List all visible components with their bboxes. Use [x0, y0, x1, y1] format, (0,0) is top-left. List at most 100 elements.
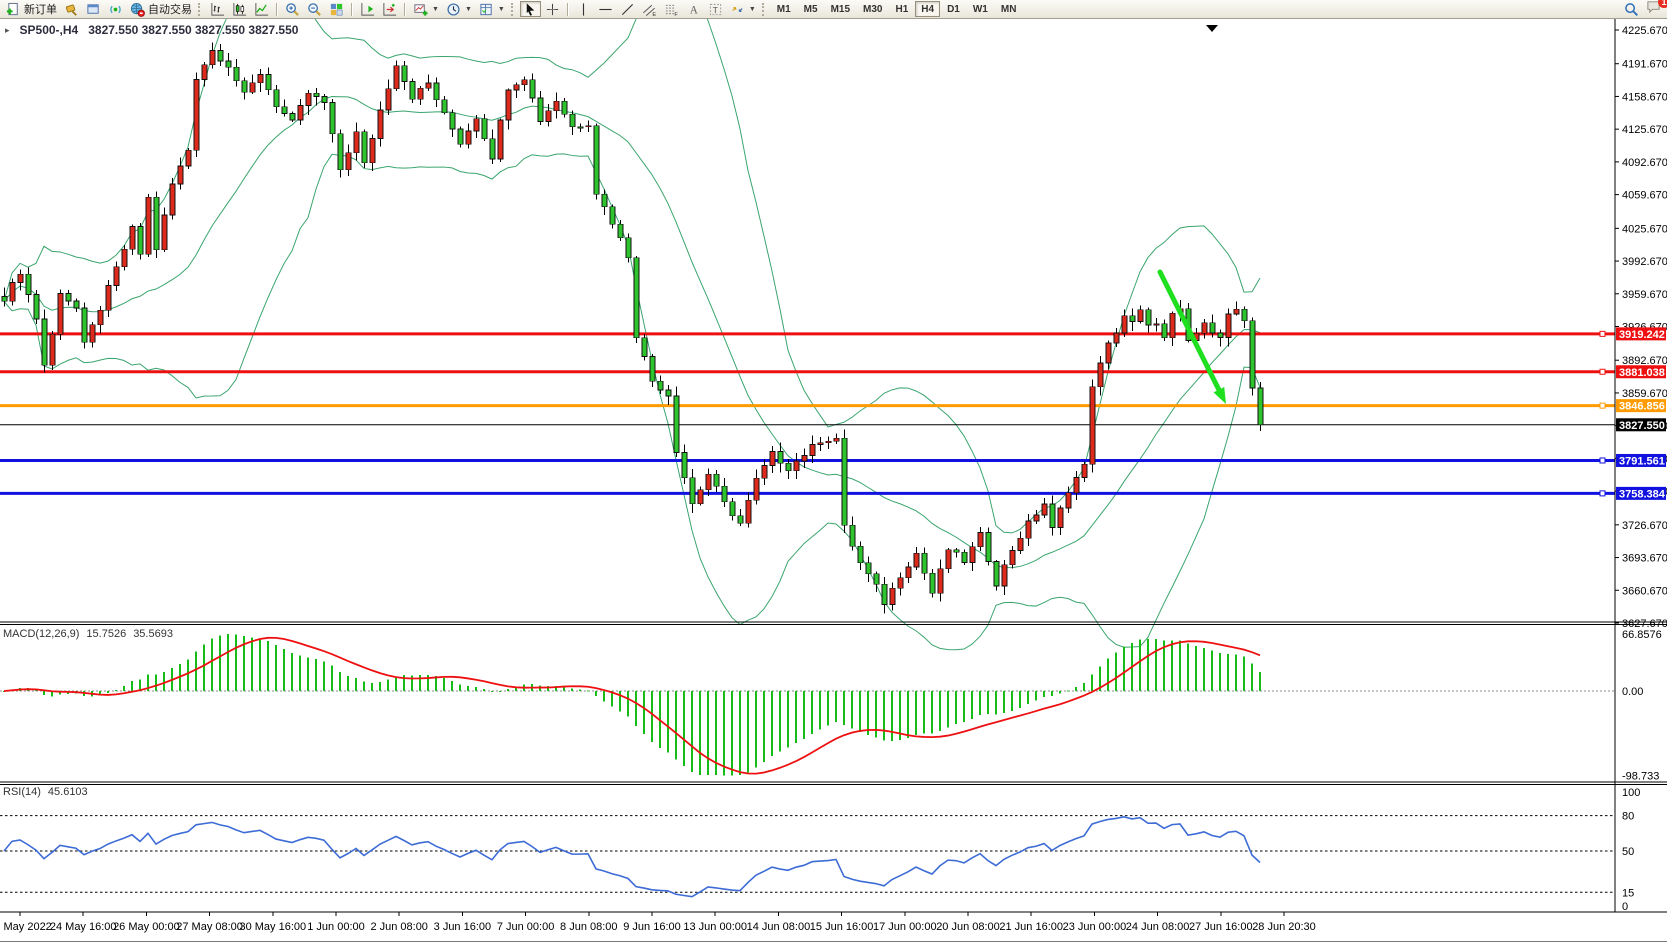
svg-text:-98.733: -98.733 — [1622, 770, 1659, 782]
timeframe-h1-button[interactable]: H1 — [889, 1, 914, 17]
vertical-line-icon — [582, 2, 584, 16]
candle-body — [529, 79, 536, 99]
candle-body — [73, 300, 80, 309]
candlestick-type-button[interactable] — [229, 1, 250, 17]
svg-text:100: 100 — [1622, 787, 1640, 799]
chart-plot[interactable]: 4225.670 4191.670 4158.670 4125.670 4092.670… — [0, 19, 1667, 943]
market-watch-button[interactable] — [61, 1, 82, 17]
candle-body — [913, 552, 920, 568]
candle-body — [385, 88, 392, 111]
horizontal-line-tool-button[interactable] — [595, 1, 616, 17]
candle-body — [1225, 313, 1232, 338]
candle-body — [425, 82, 432, 89]
candle-body — [481, 118, 488, 140]
fibonacci-tool-button[interactable]: F — [661, 1, 682, 17]
chart-shift-button[interactable] — [379, 1, 400, 17]
templates-button[interactable]: ▼ — [476, 1, 508, 17]
crosshair-tool-button[interactable] — [542, 1, 563, 17]
search-button[interactable] — [1621, 1, 1642, 17]
candle-body — [737, 515, 744, 524]
text-icon: A — [690, 4, 699, 16]
trendline-icon — [621, 3, 633, 15]
timeframe-m30-button[interactable]: M30 — [857, 1, 888, 17]
tile-windows-button[interactable] — [326, 1, 347, 17]
candle-body — [881, 583, 888, 605]
candle-body — [473, 118, 480, 132]
toolbar: 新订单 自动交易 — [0, 0, 1667, 19]
candle-body — [1001, 564, 1008, 587]
auto-scroll-button[interactable] — [357, 1, 378, 17]
svg-text:4191.670: 4191.670 — [1622, 59, 1667, 71]
candle-body — [961, 551, 968, 563]
horizontal-lines[interactable] — [0, 330, 1615, 497]
candle-body — [257, 74, 264, 84]
rsi-panel[interactable]: 100 80 50 15 0 — [0, 787, 1640, 913]
cursor-tool-button[interactable] — [519, 1, 541, 17]
trend-arrow-annotation[interactable] — [1157, 269, 1227, 405]
candle-body — [241, 80, 248, 93]
trendline-tool-button[interactable] — [617, 1, 638, 17]
svg-text:4092.670: 4092.670 — [1622, 157, 1667, 169]
candle-body — [1073, 477, 1080, 494]
candle-body — [297, 105, 304, 121]
candle-body — [185, 149, 192, 167]
toolbar-separator — [276, 2, 278, 16]
candle-body — [761, 465, 768, 479]
periods-button[interactable]: ▼ — [443, 1, 475, 17]
dropdown-arrow-icon: ▼ — [432, 5, 439, 13]
shapes-tool-button[interactable]: ▼ — [727, 1, 759, 17]
candle-body — [817, 442, 824, 445]
signals-button[interactable] — [105, 1, 126, 17]
zoom-in-button[interactable] — [282, 1, 303, 17]
candle-body — [785, 462, 792, 471]
chart-play-icon — [361, 2, 375, 16]
candle-body — [1121, 315, 1128, 334]
candle-body — [809, 444, 816, 456]
candle-body — [1, 296, 8, 302]
candle-body — [1169, 312, 1176, 339]
zoom-out-button[interactable] — [304, 1, 325, 17]
svg-text:15 Jun 16:00: 15 Jun 16:00 — [810, 921, 874, 933]
new-order-button[interactable]: 新订单 — [3, 1, 60, 17]
document-plus-icon — [6, 2, 18, 15]
candle-body — [905, 566, 912, 579]
svg-text:0.00: 0.00 — [1622, 686, 1643, 698]
timeframe-m5-button[interactable]: M5 — [798, 1, 824, 17]
svg-text:1 Jun 00:00: 1 Jun 00:00 — [307, 921, 365, 933]
candle-body — [945, 549, 952, 569]
navigator-button[interactable] — [83, 1, 104, 17]
candle-body — [1033, 514, 1040, 522]
candle-body — [705, 473, 712, 490]
timeframe-m15-button[interactable]: M15 — [825, 1, 856, 17]
indicators-button[interactable]: ▼ — [410, 1, 442, 17]
channel-tool-button[interactable]: E — [639, 1, 660, 17]
candle-body — [537, 97, 544, 122]
text-tool-button[interactable]: A — [683, 1, 704, 17]
timeframe-d1-button[interactable]: D1 — [941, 1, 966, 17]
toolbar-separator — [351, 2, 353, 16]
label-tool-button[interactable]: T — [705, 1, 726, 17]
candle-body — [697, 489, 704, 505]
vertical-line-tool-button[interactable] — [573, 1, 594, 17]
svg-text:8 Jun 08:00: 8 Jun 08:00 — [560, 921, 618, 933]
candle-body — [569, 113, 576, 128]
autotrade-button[interactable]: 自动交易 — [127, 1, 195, 17]
svg-text:24 May 16:00: 24 May 16:00 — [50, 921, 117, 933]
magnifier-icon — [1625, 2, 1638, 16]
notification-badge[interactable]: 1 — [1658, 0, 1667, 8]
macd-panel[interactable]: 66.8576 0.00 -98.733 — [0, 629, 1662, 783]
bar-chart-type-button[interactable] — [207, 1, 228, 17]
chart-shift-marker[interactable] — [1206, 25, 1218, 32]
candle-body — [561, 100, 568, 115]
timeframe-w1-button[interactable]: W1 — [967, 1, 994, 17]
timeframe-m1-button[interactable]: M1 — [771, 1, 797, 17]
price-badge — [1616, 365, 1666, 379]
price-axis[interactable]: 4225.670 4191.670 4158.670 4125.670 4092.670… — [1615, 25, 1667, 630]
timeframe-h4-button[interactable]: H4 — [915, 1, 941, 17]
window-icon — [87, 3, 99, 14]
svg-text:20 Jun 08:00: 20 Jun 08:00 — [936, 921, 1000, 933]
candle-body — [449, 112, 456, 130]
line-chart-type-button[interactable] — [251, 1, 272, 17]
timeframe-mn-button[interactable]: MN — [995, 1, 1023, 17]
